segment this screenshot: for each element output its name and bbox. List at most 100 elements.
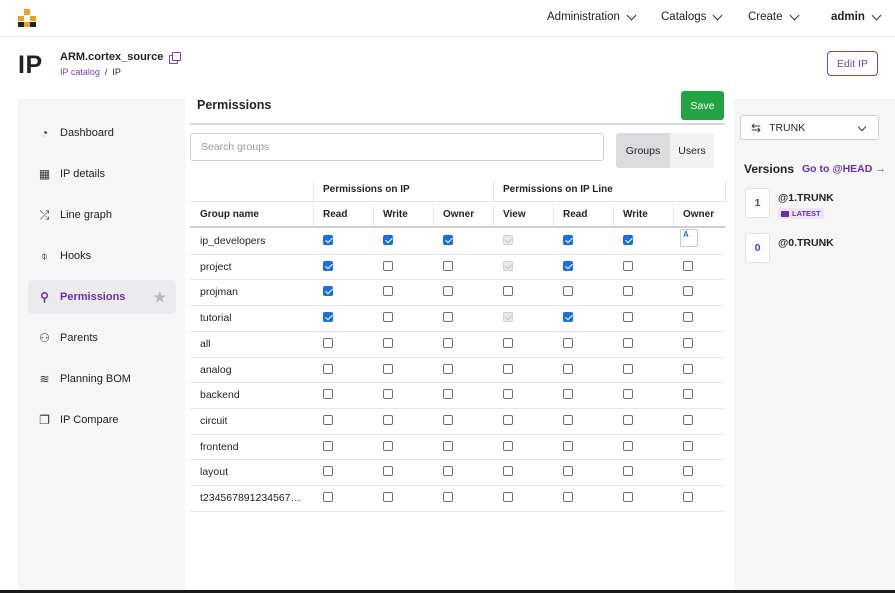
permission-checkbox[interactable]	[323, 337, 333, 348]
permission-checkbox[interactable]	[323, 466, 333, 477]
permission-checkbox[interactable]	[683, 414, 693, 425]
sidebar-item-planning-bom[interactable]: ≋ Planning BOM	[28, 362, 176, 396]
permission-checkbox[interactable]	[563, 363, 573, 374]
permission-checkbox[interactable]	[623, 312, 633, 323]
permission-checkbox[interactable]	[563, 337, 573, 348]
permission-checkbox[interactable]	[383, 235, 393, 245]
permission-checkbox[interactable]	[323, 286, 333, 297]
permission-checkbox[interactable]	[563, 286, 573, 297]
permission-checkbox[interactable]	[623, 440, 633, 451]
permission-checkbox[interactable]	[443, 414, 453, 425]
permission-checkbox[interactable]	[623, 363, 633, 374]
version-number[interactable]: 0	[745, 233, 770, 263]
permission-checkbox[interactable]	[323, 389, 333, 400]
permission-checkbox[interactable]	[563, 414, 573, 425]
permission-checkbox[interactable]	[443, 260, 453, 271]
permission-checkbox[interactable]	[443, 337, 453, 348]
sidebar-item-parents[interactable]: ⚇ Parents	[28, 321, 176, 355]
permission-checkbox[interactable]	[443, 312, 453, 323]
permission-checkbox[interactable]	[563, 260, 573, 271]
permission-checkbox[interactable]	[563, 389, 573, 400]
permission-checkbox[interactable]	[623, 286, 633, 297]
permission-checkbox[interactable]	[443, 235, 453, 245]
permission-checkbox[interactable]	[683, 363, 693, 374]
permission-checkbox[interactable]	[383, 414, 393, 425]
permission-checkbox[interactable]	[443, 389, 453, 400]
menu-create[interactable]: Create	[748, 10, 799, 23]
permission-checkbox[interactable]	[503, 440, 513, 451]
permission-checkbox[interactable]	[563, 312, 573, 323]
permission-checkbox[interactable]	[563, 235, 573, 245]
permission-checkbox[interactable]	[383, 312, 393, 323]
breadcrumb-ip-catalog[interactable]: IP catalog	[60, 67, 100, 77]
permission-checkbox[interactable]	[383, 286, 393, 297]
permission-checkbox[interactable]	[443, 492, 453, 502]
sidebar-item-hooks[interactable]: ⌽ Hooks	[28, 239, 176, 273]
branch-select[interactable]: ⇆ TRUNK	[740, 115, 879, 140]
permission-checkbox[interactable]	[683, 440, 693, 451]
permission-checkbox[interactable]	[683, 312, 693, 323]
permission-checkbox[interactable]	[383, 389, 393, 400]
permission-checkbox[interactable]	[443, 286, 453, 297]
permission-checkbox[interactable]	[683, 286, 693, 297]
go-to-head-link[interactable]: Go to @HEAD →	[802, 163, 886, 175]
permission-checkbox[interactable]	[503, 363, 513, 374]
permission-checkbox[interactable]	[503, 414, 513, 425]
permission-checkbox[interactable]	[623, 492, 633, 502]
permission-checkbox[interactable]	[383, 492, 393, 502]
sidebar-item-permissions[interactable]: ⚲ Permissions ★	[28, 280, 176, 314]
permission-checkbox[interactable]	[683, 466, 693, 477]
permission-checkbox[interactable]	[443, 466, 453, 477]
edit-ip-button[interactable]: Edit IP	[827, 51, 878, 76]
translate-icon[interactable]: A	[680, 229, 698, 247]
permission-checkbox[interactable]	[683, 492, 693, 502]
permission-checkbox[interactable]	[623, 235, 633, 245]
permission-checkbox[interactable]	[623, 414, 633, 425]
permission-checkbox[interactable]	[383, 363, 393, 374]
star-icon[interactable]: ★	[153, 288, 166, 305]
permission-checkbox[interactable]	[623, 337, 633, 348]
copy-icon[interactable]	[169, 51, 182, 64]
column-header[interactable]: Group name	[200, 209, 259, 220]
permission-checkbox[interactable]	[383, 440, 393, 451]
permission-checkbox[interactable]	[623, 389, 633, 400]
permission-checkbox[interactable]	[683, 389, 693, 400]
toggle-groups[interactable]: Groups	[616, 133, 670, 168]
sidebar-item-ip-compare[interactable]: ❐ IP Compare	[28, 403, 176, 437]
permission-checkbox[interactable]	[563, 492, 573, 502]
search-groups-input[interactable]	[190, 133, 604, 161]
permission-checkbox[interactable]	[323, 260, 333, 271]
permission-checkbox[interactable]	[503, 466, 513, 477]
permission-checkbox[interactable]	[443, 440, 453, 451]
permission-checkbox[interactable]	[443, 363, 453, 374]
sidebar-item-ip-details[interactable]: ▦ IP details	[28, 157, 176, 191]
sidebar-item-dashboard[interactable]: ◔ Dashboard	[28, 116, 176, 150]
permission-checkbox[interactable]	[503, 337, 513, 348]
permission-checkbox[interactable]	[323, 363, 333, 374]
permission-checkbox[interactable]	[503, 492, 513, 502]
menu-administration[interactable]: Administration	[547, 10, 637, 23]
permission-checkbox[interactable]	[383, 260, 393, 271]
permission-checkbox[interactable]	[563, 440, 573, 451]
permission-checkbox[interactable]	[323, 440, 333, 451]
permission-checkbox[interactable]	[623, 260, 633, 271]
permission-checkbox[interactable]	[323, 235, 333, 245]
permission-checkbox[interactable]	[683, 260, 693, 271]
permission-checkbox[interactable]	[383, 466, 393, 477]
permission-checkbox[interactable]	[323, 312, 333, 323]
permission-checkbox[interactable]	[503, 286, 513, 297]
version-name[interactable]: @1.TRUNK	[778, 192, 834, 204]
permission-checkbox[interactable]	[563, 466, 573, 477]
menu-catalogs[interactable]: Catalogs	[661, 10, 723, 23]
permission-checkbox[interactable]	[323, 492, 333, 502]
version-number[interactable]: 1	[745, 188, 770, 218]
menu-user[interactable]: admin	[831, 10, 882, 23]
permission-checkbox[interactable]	[323, 414, 333, 425]
logo-icon[interactable]	[18, 9, 36, 27]
version-name[interactable]: @0.TRUNK	[778, 237, 834, 249]
permission-checkbox[interactable]	[503, 389, 513, 400]
permission-checkbox[interactable]	[683, 337, 693, 348]
permission-checkbox[interactable]	[383, 337, 393, 348]
save-button[interactable]: Save	[681, 91, 724, 120]
permission-checkbox[interactable]	[623, 466, 633, 477]
